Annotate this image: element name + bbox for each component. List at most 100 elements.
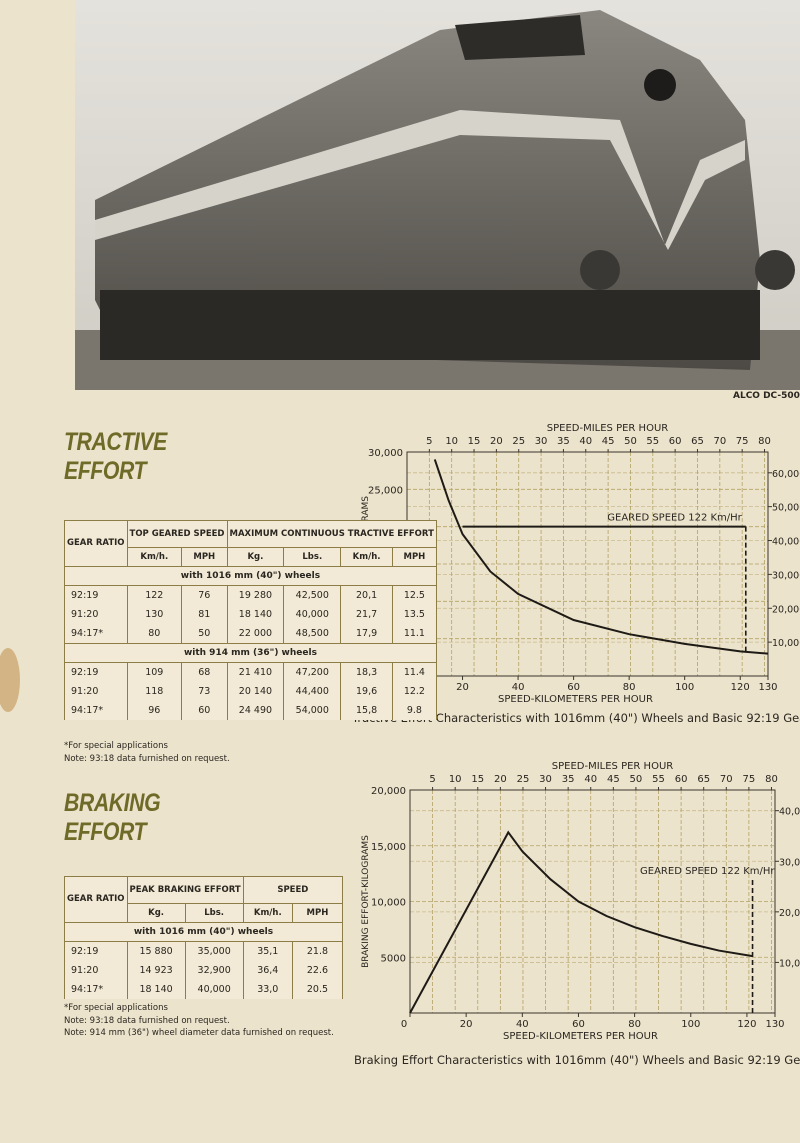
data-table: GEAR RATIO TOP GEARED SPEED MAXIMUM CONTIN… xyxy=(64,520,437,720)
x2-tick-label: 60 xyxy=(675,774,688,785)
header-cell: MAXIMUM CONTINUOUS TRACTIVE EFFORT xyxy=(226,520,437,548)
locomotive-photo xyxy=(75,0,800,390)
table-cell: 40,000 xyxy=(283,605,342,624)
y-tick-label: 30,000 xyxy=(368,448,403,459)
y2-tick-label: 30,000 xyxy=(779,857,800,868)
y2-tick-label: 20,000 xyxy=(779,908,800,919)
table-cell: 130 xyxy=(126,605,183,624)
header-row: GEAR RATIO TOP GEARED SPEED MAXIMUM CONTIN… xyxy=(64,520,437,567)
x2-tick-label: 10 xyxy=(449,774,462,785)
subheader-cell: Lbs. xyxy=(184,903,244,923)
x2-tick-label: 5 xyxy=(429,774,435,785)
subheader-cell: Km/h. xyxy=(340,547,393,567)
x2-axis-title: SPEED-MILES PER HOUR xyxy=(552,761,674,772)
y-axis-title: BRAKING EFFORT-KILOGRAMS xyxy=(361,835,371,968)
y-tick-label: 20,000 xyxy=(371,786,406,797)
table-row: 91:20 14 923 32,900 36,4 22.6 xyxy=(64,961,344,980)
heading: TRACTIVE EFFORT xyxy=(64,428,185,486)
x-tick-label: 80 xyxy=(623,682,636,693)
subheader-cell: Km/h. xyxy=(242,903,293,923)
table-cell: 94:17* xyxy=(64,701,128,720)
header-cell: SPEED xyxy=(242,876,344,904)
table-cell: 92:19 xyxy=(64,585,128,605)
table-cell: 40,000 xyxy=(184,980,244,999)
note: Note: 914 mm (36") wheel diameter data f… xyxy=(64,1028,334,1038)
table-cell: 20,1 xyxy=(340,585,393,605)
y-tick-label: 5000 xyxy=(381,953,406,964)
table-row: 94:17* 18 140 40,000 33,0 20.5 xyxy=(64,980,344,999)
group-row: with 1016 mm (40") wheels xyxy=(64,566,437,586)
table-cell: 91:20 xyxy=(64,682,128,701)
y2-tick-label: 60,000 xyxy=(772,469,800,480)
y2-tick-label: 40,000 xyxy=(779,807,800,818)
curve xyxy=(409,830,753,1014)
subheader-cell: Kg. xyxy=(126,903,186,923)
x2-tick-label: 35 xyxy=(562,774,575,785)
x2-tick-label: 45 xyxy=(607,774,620,785)
x-tick-label: 20 xyxy=(460,1019,473,1030)
table-cell: 20.5 xyxy=(291,980,344,999)
x2-tick-label: 70 xyxy=(713,436,726,447)
table-cell: 50 xyxy=(181,624,228,644)
table-cell: 94:17* xyxy=(64,624,128,644)
x2-tick-label: 65 xyxy=(691,436,704,447)
table-row: 92:19 15 880 35,000 35,1 21.8 xyxy=(64,941,344,961)
table-cell: 22 000 xyxy=(226,624,285,644)
x2-tick-label: 20 xyxy=(494,774,507,785)
x2-tick-label: 80 xyxy=(758,436,771,447)
x2-tick-label: 65 xyxy=(697,774,710,785)
table-cell: 22.6 xyxy=(291,961,344,980)
notes: *For special applications Note: 93:18 dat… xyxy=(64,1002,334,1040)
table-cell: 54,000 xyxy=(283,701,342,720)
x2-tick-label: 40 xyxy=(584,774,597,785)
table-cell: 94:17* xyxy=(64,980,128,999)
note: *For special applications xyxy=(64,741,168,751)
x2-tick-label: 55 xyxy=(646,436,659,447)
heading-line: EFFORT xyxy=(64,457,147,485)
y2-tick-label: 40,000 xyxy=(772,537,800,548)
subheader-cell: Lbs. xyxy=(283,547,342,567)
table-cell: 11.1 xyxy=(391,624,437,644)
header-cell: TOP GEARED SPEED xyxy=(126,520,228,548)
table-cell: 20 140 xyxy=(226,682,285,701)
table-cell: 36,4 xyxy=(242,961,293,980)
x2-tick-label: 50 xyxy=(624,436,637,447)
x-tick-label: 40 xyxy=(512,682,525,693)
x2-tick-label: 70 xyxy=(720,774,733,785)
x2-tick-label: 50 xyxy=(630,774,643,785)
curve xyxy=(433,459,769,655)
x-tick-label: 130 xyxy=(765,1019,784,1030)
x-axis-title: SPEED-KILOMETERS PER HOUR xyxy=(503,1031,658,1042)
table-cell: 118 xyxy=(126,682,183,701)
heading: BRAKING EFFORT xyxy=(64,789,177,847)
x2-tick-label: 15 xyxy=(471,774,484,785)
x2-tick-label: 30 xyxy=(539,774,552,785)
x-tick-label: 40 xyxy=(516,1019,529,1030)
table-cell: 92:19 xyxy=(64,662,128,682)
header-cell: GEAR RATIO xyxy=(64,876,128,923)
table-cell: 44,400 xyxy=(283,682,342,701)
table-row: 91:20 130 81 18 140 40,000 21,7 13.5 xyxy=(64,605,437,624)
table-cell: 96 xyxy=(126,701,183,720)
x2-tick-label: 20 xyxy=(490,436,503,447)
x2-tick-label: 25 xyxy=(512,436,525,447)
x-tick-label: 20 xyxy=(456,682,469,693)
table-cell: 68 xyxy=(181,662,228,682)
group-row: with 1016 mm (40") wheels xyxy=(64,922,343,942)
y2-tick-label: 50,000 xyxy=(772,503,800,514)
x-tick-label: 100 xyxy=(681,1019,700,1030)
group-row: with 914 mm (36") wheels xyxy=(64,643,437,663)
table-row: 94:17* 96 60 24 490 54,000 15,8 9.8 xyxy=(64,701,437,720)
table-cell: 18 140 xyxy=(126,980,186,999)
x2-tick-label: 30 xyxy=(535,436,548,447)
table-cell: 21 410 xyxy=(226,662,285,682)
x2-tick-label: 60 xyxy=(669,436,682,447)
table-cell: 14 923 xyxy=(126,961,186,980)
table-cell: 9.8 xyxy=(391,701,437,720)
x-tick-label: 120 xyxy=(737,1019,756,1030)
y-tick-label: 15,000 xyxy=(371,842,406,853)
table-cell: 92:19 xyxy=(64,941,128,961)
